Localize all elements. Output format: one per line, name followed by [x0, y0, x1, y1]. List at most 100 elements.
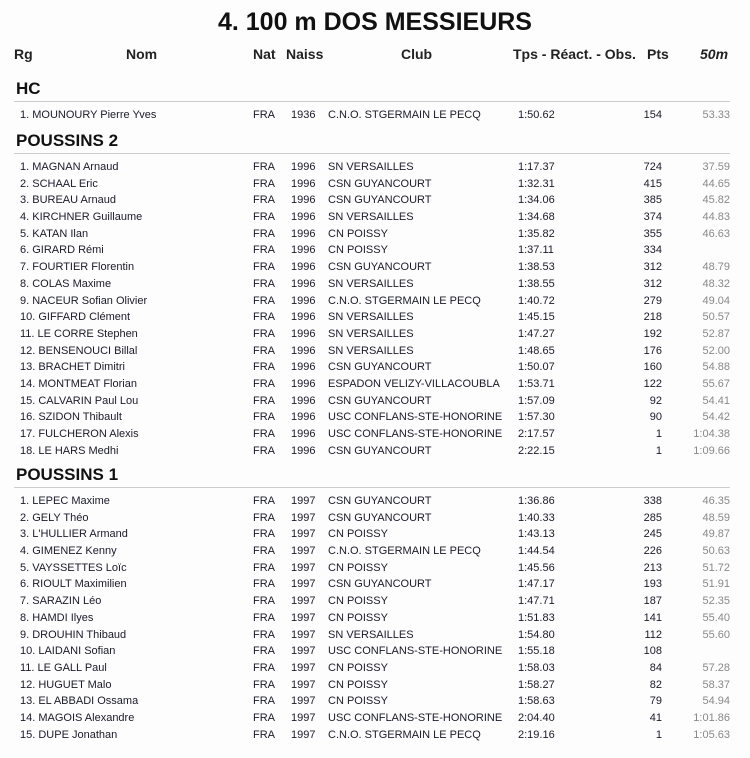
swimmer-name: 3. BUREAU Arnaud — [20, 194, 116, 207]
final-time: 2:04.40 — [518, 711, 555, 724]
header-split: 50m — [700, 46, 729, 62]
club-name: CN POISSY — [328, 528, 388, 541]
birth-year: 1997 — [291, 728, 316, 741]
split-50m: 51.91 — [702, 578, 730, 591]
split-50m: 50.57 — [702, 311, 730, 324]
swimmer-name: 15. DUPE Jonathan — [20, 728, 118, 741]
club-name: USC CONFLANS-STE-HONORINE — [328, 645, 503, 658]
table-row: 11. LE GALL Paul FRA 1997 CN POISSY 1:58.03 8… — [0, 660, 750, 677]
points: 1 — [655, 728, 662, 741]
swimmer-name: 9. NACEUR Sofian Olivier — [20, 294, 148, 307]
swimmer-name: 1. MOUNOURY Pierre Yves — [20, 109, 157, 121]
club-name: CSN GUYANCOURT — [328, 495, 432, 507]
table-row: 4. KIRCHNER Guillaume FRA 1996 SN VERSAILLE… — [0, 209, 750, 226]
divider — [14, 101, 730, 102]
split-50m: 48.32 — [702, 277, 730, 290]
swimmer-name: 3. L'HULLIER Armand — [20, 528, 128, 541]
final-time: 1:40.72 — [518, 294, 555, 307]
split-50m: 46.35 — [702, 495, 730, 507]
club-name: C.N.O. STGERMAIN LE PECQ — [328, 109, 481, 121]
birth-year: 1996 — [291, 344, 316, 357]
points: 82 — [649, 678, 662, 691]
table-row: 15. DUPE Jonathan FRA 1997 C.N.O. STGERMAIN… — [0, 727, 750, 744]
nationality: FRA — [253, 611, 275, 624]
table-row: 14. MAGOIS Alexandre FRA 1997 USC CONFLANS-… — [0, 710, 750, 727]
club-name: C.N.O. STGERMAIN LE PECQ — [328, 728, 481, 741]
birth-year: 1997 — [291, 545, 316, 558]
split-50m: 54.94 — [702, 695, 730, 708]
birth-year: 1997 — [291, 711, 316, 724]
birth-year: 1996 — [291, 277, 316, 290]
club-name: C.N.O. STGERMAIN LE PECQ — [328, 294, 481, 307]
points: 1 — [655, 444, 662, 457]
table-row: 1. LEPEC Maxime FRA 1997 CSN GUYANCOURT 1:36… — [0, 493, 750, 510]
split-50m: 48.79 — [702, 261, 730, 274]
poussins-2-results: 1. MAGNAN Arnaud FRA 1996 SN VERSAILLES 1:17… — [0, 159, 750, 459]
points: 213 — [643, 561, 662, 574]
birth-year: 1996 — [291, 327, 316, 340]
birth-year: 1997 — [291, 495, 316, 507]
final-time: 1:37.11 — [518, 244, 554, 257]
header-time: Tps - Réact. - Obs. — [513, 46, 636, 62]
club-name: CN POISSY — [328, 678, 388, 691]
table-row: 15. CALVARIN Paul Lou FRA 1996 CSN GUYANCOU… — [0, 393, 750, 410]
nationality: FRA — [253, 394, 275, 407]
birth-year: 1936 — [291, 109, 316, 121]
points: 312 — [643, 261, 662, 274]
split-50m: 54.41 — [702, 394, 730, 407]
points: 374 — [643, 211, 662, 224]
final-time: 2:17.57 — [518, 428, 555, 440]
table-row: 4. GIMENEZ Kenny FRA 1997 C.N.O. STGERMAIN … — [0, 543, 750, 560]
swimmer-name: 13. EL ABBADI Ossama — [20, 695, 139, 708]
club-name: CN POISSY — [328, 661, 388, 674]
swimmer-name: 14. MAGOIS Alexandre — [20, 711, 135, 724]
nationality: FRA — [253, 194, 275, 207]
points: 334 — [643, 244, 662, 257]
club-name: SN VERSAILLES — [328, 211, 414, 224]
nationality: FRA — [253, 344, 275, 357]
points: 92 — [649, 394, 662, 407]
birth-year: 1996 — [291, 394, 316, 407]
swimmer-name: 12. HUGUET Malo — [20, 678, 112, 691]
birth-year: 1996 — [291, 311, 316, 324]
nationality: FRA — [253, 211, 275, 224]
swimmer-name: 1. LEPEC Maxime — [20, 495, 110, 507]
points: 112 — [644, 628, 662, 641]
club-name: CSN GUYANCOURT — [328, 511, 432, 524]
final-time: 1:34.06 — [518, 194, 555, 207]
split-50m: 49.87 — [702, 528, 730, 541]
final-time: 1:50.07 — [518, 361, 555, 374]
club-name: CN POISSY — [328, 695, 388, 708]
birth-year: 1997 — [291, 628, 316, 641]
points: 226 — [643, 545, 662, 558]
club-name: CN POISSY — [328, 561, 388, 574]
table-row: 1. MOUNOURY Pierre Yves FRA 1936 C.N.O. STG… — [0, 107, 750, 124]
swimmer-name: 5. VAYSSETTES Loïc — [20, 561, 127, 574]
birth-year: 1997 — [291, 528, 316, 541]
club-name: SN VERSAILLES — [328, 277, 414, 290]
points: 385 — [643, 194, 662, 207]
birth-year: 1997 — [291, 511, 316, 524]
header-rank: Rg — [14, 46, 33, 62]
swimmer-name: 13. BRACHET Dimitri — [20, 361, 125, 374]
split-50m: 1:05.63 — [693, 728, 730, 741]
points: 84 — [649, 661, 662, 674]
birth-year: 1997 — [291, 678, 316, 691]
table-row: 17. FULCHERON Alexis FRA 1996 USC CONFLANS-… — [0, 426, 750, 443]
points: 312 — [643, 277, 662, 290]
table-row: 6. RIOULT Maximilien FRA 1997 CSN GUYANCOUR… — [0, 576, 750, 593]
final-time: 1:36.86 — [518, 495, 555, 507]
table-row: 8. COLAS Maxime FRA 1996 SN VERSAILLES 1:38.… — [0, 276, 750, 293]
final-time: 1:47.71 — [518, 595, 555, 608]
club-name: SN VERSAILLES — [328, 327, 414, 340]
swimmer-name: 15. CALVARIN Paul Lou — [20, 394, 139, 407]
points: 338 — [643, 495, 662, 507]
nationality: FRA — [253, 628, 275, 641]
split-50m: 45.82 — [702, 194, 730, 207]
club-name: C.N.O. STGERMAIN LE PECQ — [328, 545, 481, 558]
swimmer-name: 9. DROUHIN Thibaud — [20, 628, 127, 641]
split-50m: 49.04 — [702, 294, 730, 307]
table-row: 12. BENSENOUCI Billal FRA 1996 SN VERSAILLE… — [0, 343, 750, 360]
split-50m: 52.87 — [702, 327, 730, 340]
points: 154 — [643, 109, 662, 121]
